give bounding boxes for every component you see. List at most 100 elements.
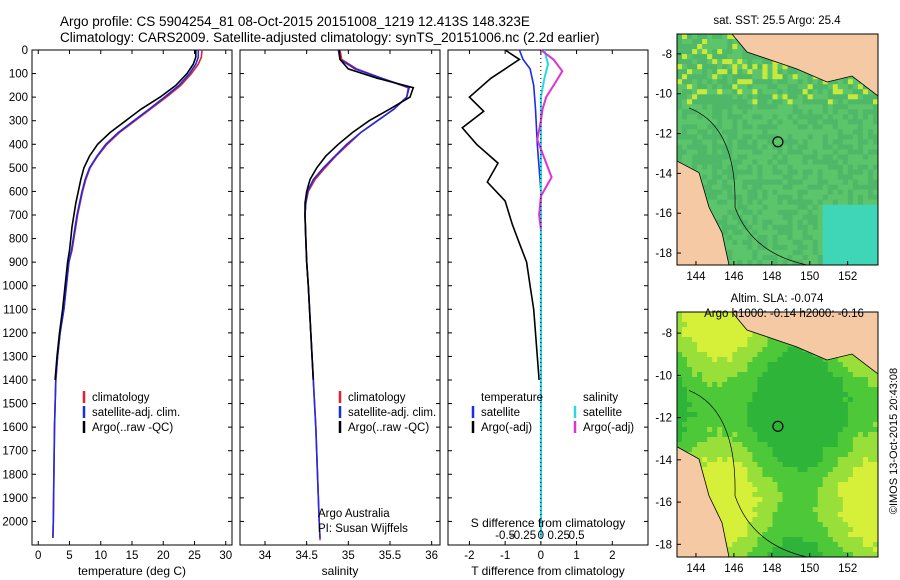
map-cell [787, 512, 793, 518]
map-cell [747, 432, 753, 438]
map-cell [767, 512, 773, 518]
map-cell [762, 234, 768, 241]
map-cell [842, 109, 849, 115]
map-cell [807, 159, 814, 165]
map-cell [687, 332, 693, 338]
map-cell [777, 367, 783, 373]
map-cell [682, 372, 688, 378]
map-cell [687, 109, 693, 115]
map-cell [873, 487, 879, 493]
map-cell [687, 322, 693, 328]
map-cell [873, 502, 879, 508]
map-cell [817, 527, 824, 533]
map-cell [737, 377, 743, 383]
y-tick-label: 700 [9, 210, 28, 222]
map-cell [712, 487, 718, 493]
map-cell [762, 342, 768, 348]
map-cell [817, 412, 824, 418]
map-cell [727, 139, 733, 145]
map-cell [827, 260, 834, 266]
map-cell [687, 372, 693, 378]
map-cell [727, 452, 733, 458]
map-cell [702, 164, 708, 171]
map-cell [817, 214, 824, 221]
map-cell [787, 407, 793, 413]
map-cell [817, 402, 824, 408]
map-cell [717, 447, 723, 453]
map-cell [772, 164, 778, 171]
map-cell [862, 139, 869, 145]
map-cell [767, 387, 773, 393]
map-cell [742, 532, 748, 538]
map-cell [747, 119, 753, 125]
map-cell [762, 357, 768, 363]
map-cell [697, 382, 703, 388]
map-cell [677, 94, 683, 100]
map-cell [797, 507, 804, 513]
map-cell [762, 402, 768, 408]
map-cell [757, 249, 763, 256]
map-cell [732, 134, 738, 140]
map-cell [797, 109, 804, 115]
map-cell [868, 179, 874, 186]
map-cell [742, 149, 748, 155]
map-cell [752, 477, 758, 483]
map-cell [767, 129, 773, 135]
map-cell [802, 169, 809, 176]
map-cell [807, 79, 814, 85]
map-cell [817, 229, 824, 236]
map-cell [832, 94, 839, 100]
map-cell [707, 442, 713, 448]
map-cell [717, 174, 723, 181]
map-cell [852, 194, 859, 201]
map-cell [767, 229, 773, 236]
map-cell [707, 119, 713, 125]
bathymetry-contour [688, 107, 808, 266]
map-cell [772, 412, 778, 418]
map-cell [802, 407, 809, 413]
map-cell [677, 144, 683, 150]
map-cell [697, 109, 703, 115]
map-cell [817, 169, 824, 176]
map-cell [732, 532, 738, 538]
map-cell [812, 260, 819, 266]
map-cell [752, 387, 758, 393]
map-cell [792, 487, 799, 493]
map-cell [777, 477, 783, 483]
map-cell [777, 512, 783, 518]
map-cell [832, 89, 839, 95]
map-cell [737, 462, 743, 468]
map-cell [722, 179, 728, 186]
map-cell [782, 154, 788, 160]
map-cell [767, 552, 773, 558]
map-cell [677, 397, 683, 403]
map-cell [797, 527, 804, 533]
map-cell [827, 422, 834, 428]
map-cell [787, 522, 793, 528]
map-cell [832, 99, 839, 105]
map-cell [717, 312, 723, 318]
series-climatology [304, 49, 410, 541]
map-cell [697, 44, 703, 50]
map-cell [787, 412, 793, 418]
map-cell [737, 159, 743, 165]
map-cell [802, 392, 809, 398]
map-cell [802, 412, 809, 418]
map-cell [842, 422, 849, 428]
map-cell [817, 372, 824, 378]
map-cell [692, 34, 698, 40]
map-cell [727, 477, 733, 483]
map-cell [792, 482, 799, 488]
map-cell [842, 84, 849, 90]
map-cell [757, 74, 763, 80]
map-cell [727, 229, 733, 236]
map-cell [747, 332, 753, 338]
map-cell [757, 214, 763, 221]
map-cell [742, 482, 748, 488]
map-cell [742, 69, 748, 75]
map-cell [842, 527, 849, 533]
map-cell [767, 244, 773, 251]
map-cell [857, 89, 864, 95]
map-cell [692, 64, 698, 70]
map-cell [857, 487, 864, 493]
